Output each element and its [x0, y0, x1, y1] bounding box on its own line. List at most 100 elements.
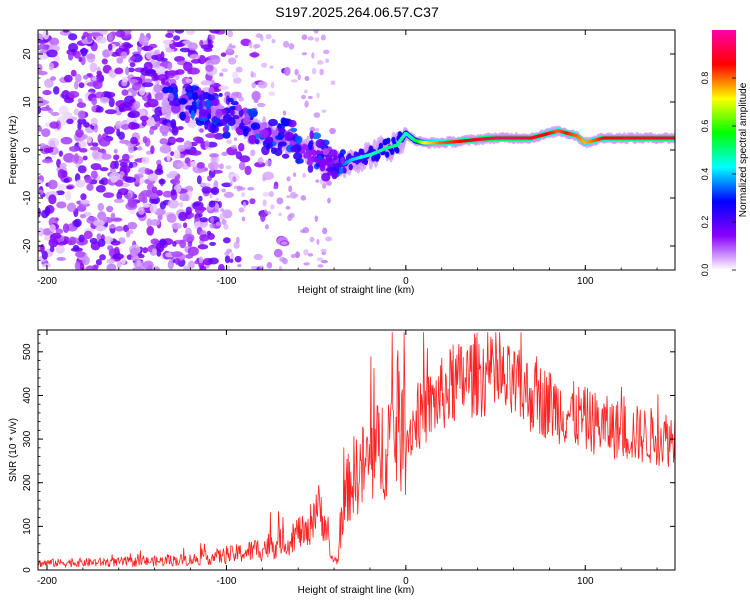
spectrogram-noise-blob — [250, 70, 255, 78]
spectrogram-x-axis: -200 -100 0 100 — [37, 30, 658, 287]
spectrogram-ridge-blob — [235, 104, 242, 112]
spectrogram-noise-blob — [79, 263, 85, 270]
spectrogram-noise-blob — [224, 255, 231, 264]
spectrogram-noise-blob — [215, 221, 222, 227]
spectrogram-noise-blob — [271, 38, 276, 44]
spectrogram-ridge-blob — [281, 153, 290, 159]
spectrogram-noise-blob — [78, 56, 83, 63]
spectrogram-noise-blob — [172, 241, 177, 247]
spectrogram-noise-blob — [194, 206, 205, 215]
spectrogram-noise-blob — [250, 265, 258, 270]
spectrogram-noise-blob — [149, 203, 158, 214]
snr-x-tick-label: 100 — [577, 576, 594, 587]
spectrogram-noise-blob — [106, 258, 116, 264]
snr-y-axis: 0 100 200 300 400 500 — [22, 333, 675, 573]
spectrogram-noise-blob — [140, 189, 153, 197]
spectrogram-noise-blob — [265, 224, 269, 230]
spectrogram-noise-blob — [91, 149, 99, 160]
spectrogram-noise-blob — [38, 98, 47, 107]
spectrogram-noise-blob — [187, 119, 198, 128]
spectrogram-noise-blob — [50, 111, 60, 116]
spectrogram-noise-blob — [72, 244, 80, 252]
spectrogram-noise-blob — [188, 67, 200, 75]
spectrogram-noise-blob — [307, 95, 313, 100]
spectrogram-noise-blob — [283, 40, 290, 48]
spectrogram-ridge-blob — [340, 156, 345, 165]
spectrogram-noise-blob — [63, 74, 73, 83]
spectrogram-noise-blob — [259, 34, 264, 42]
spectrogram-noise-blob — [116, 57, 124, 64]
spectrogram-noise-blob — [185, 78, 193, 83]
spectrogram-noise-blob — [190, 58, 202, 64]
spectrogram-ridge-blob — [215, 108, 223, 119]
spectrogram-noise-blob — [241, 192, 245, 197]
spectrogram-noise-blob — [82, 155, 88, 161]
spectrogram-ridge-blob — [169, 100, 175, 106]
spectrogram-noise-blob — [242, 201, 247, 209]
spectrogram-ridge-blob — [321, 172, 331, 182]
spectrogram-noise-blob — [106, 205, 114, 213]
spectrogram-noise-blob — [320, 248, 328, 253]
spectrogram-ridge-blob — [307, 164, 314, 173]
spectrogram-noise-blob — [108, 224, 116, 229]
spectrogram-noise-blob — [236, 185, 241, 192]
spectrogram-ridge-blob — [274, 147, 283, 157]
spectrogram-noise-blob — [302, 172, 307, 178]
spectrogram-noise-blob — [168, 137, 178, 143]
spectrogram-heatmap — [38, 30, 675, 270]
spectrogram-noise-blob — [178, 211, 188, 222]
spectrogram-noise-blob — [121, 89, 129, 96]
spectrogram-ridge — [386, 137, 391, 144]
spectrogram-noise-blob — [303, 249, 309, 256]
spectrogram-noise-blob — [156, 163, 163, 174]
spectrogram-noise-blob — [38, 33, 44, 42]
spectrogram-noise-blob — [50, 76, 57, 81]
spectrogram-noise-blob — [209, 54, 221, 65]
spectrogram-noise-blob — [78, 82, 85, 89]
spectrogram-noise-blob — [78, 234, 85, 243]
spectrogram-noise-blob — [119, 162, 128, 167]
spectrogram-noise-blob — [115, 225, 124, 232]
spectrogram-noise-blob — [103, 126, 115, 135]
spectrogram-noise-blob — [321, 109, 327, 113]
spectrogram-noise-blob — [233, 241, 240, 249]
spectrogram-noise-blob — [187, 260, 195, 269]
spectrogram-ridge-blob — [306, 159, 313, 166]
spectrogram-noise-blob — [83, 230, 93, 240]
spectrogram-noise-blob — [97, 202, 105, 212]
spectrogram-noise-blob — [230, 145, 237, 150]
spectrogram-noise-blob — [74, 261, 81, 270]
spectrogram-noise-blob — [231, 45, 236, 49]
spectrogram-noise-blob — [95, 106, 104, 113]
spectrogram-noise-blob — [290, 79, 298, 83]
spectrogram-ridge — [376, 153, 381, 160]
spectrogram-noise-blob — [86, 183, 94, 191]
spectrogram-noise-blob — [153, 83, 162, 93]
spectrogram-noise-blob — [43, 147, 54, 154]
spectrogram-noise-blob — [265, 211, 272, 215]
spectrogram-noise-blob — [130, 56, 136, 61]
spectrogram-noise-blob — [316, 92, 320, 99]
spectrogram-noise-blob — [200, 80, 213, 86]
spectrogram-noise-blob — [62, 223, 70, 234]
spectrogram-noise-blob — [221, 188, 226, 193]
spectrogram-noise-blob — [167, 30, 175, 34]
spectrogram-noise-blob — [165, 32, 174, 39]
spectrogram-ridge-blob — [268, 118, 279, 127]
spectrogram-noise-blob — [66, 118, 74, 125]
spectrogram-noise-blob — [234, 54, 238, 59]
spectrogram-noise-blob — [227, 57, 237, 65]
spectrogram-noise-blob — [78, 147, 88, 153]
spectrogram-noise-blob — [49, 234, 56, 242]
spectrogram-ridge-blob — [230, 108, 235, 116]
colorbar-tick-label: 0.0 — [700, 264, 710, 277]
spectrogram-noise-blob — [220, 52, 227, 57]
spectrogram-noise-blob — [280, 241, 288, 245]
spectrogram-noise-blob — [127, 221, 138, 230]
spectrogram-noise-blob — [205, 64, 214, 72]
spectrogram-noise-blob — [154, 92, 164, 101]
spectrogram-noise-blob — [137, 146, 143, 151]
spectrogram-noise-blob — [56, 201, 67, 209]
spectrogram-noise-blob — [97, 133, 103, 144]
spectrogram-noise-blob — [233, 77, 242, 84]
